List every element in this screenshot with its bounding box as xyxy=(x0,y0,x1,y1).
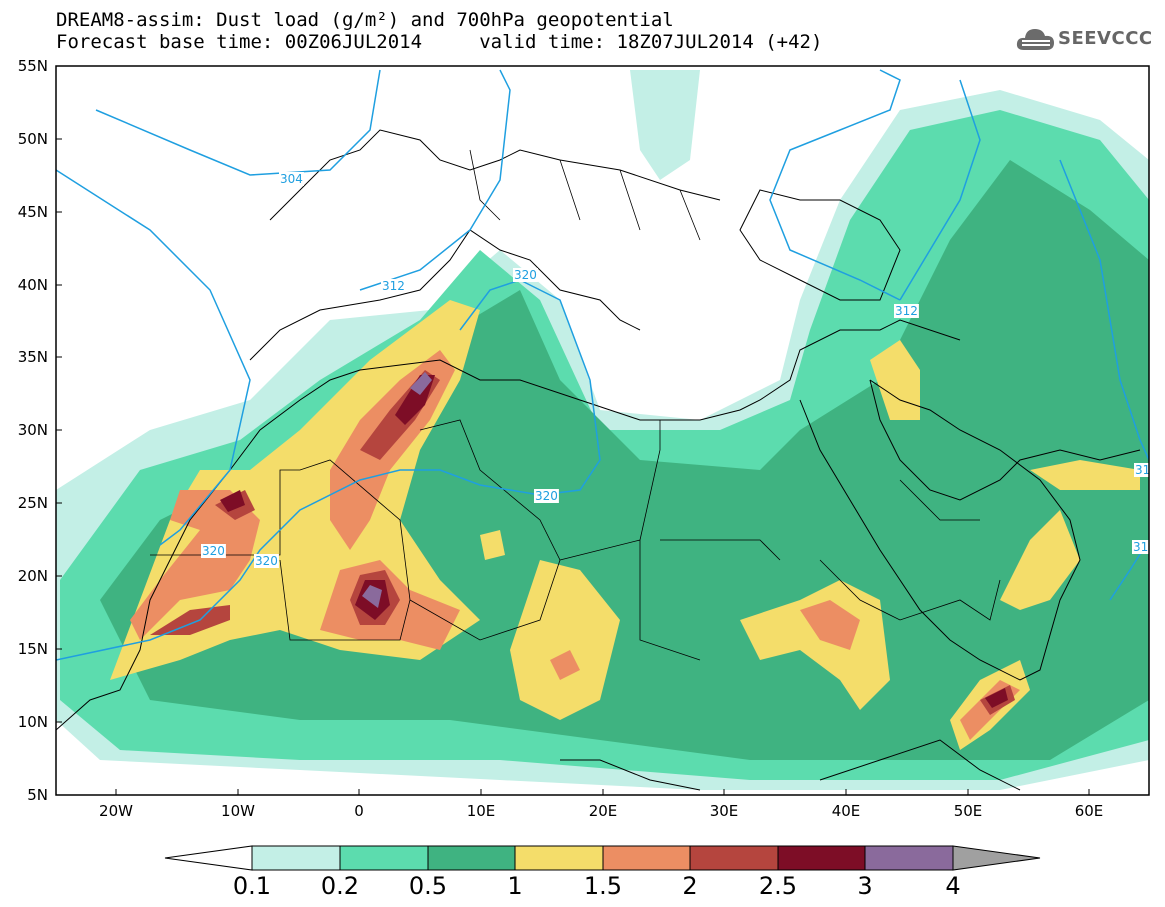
logo-text: SEEVCCC xyxy=(1058,28,1153,49)
colorbar-label: 0.1 xyxy=(232,872,272,900)
colorbar-label: 2.5 xyxy=(758,872,798,900)
contour-label-bg xyxy=(1134,463,1152,477)
colorbar-label: 4 xyxy=(945,872,961,900)
contour-label: 31 xyxy=(1135,463,1150,477)
colorbar-label: 3 xyxy=(857,872,873,900)
colorbar-bin xyxy=(251,845,341,871)
dust-contour-2 xyxy=(150,605,230,635)
colorbar-label: 1 xyxy=(507,872,523,900)
lon-label: 50E xyxy=(953,802,983,820)
contour-label-bg xyxy=(534,489,559,503)
colorbar-label: 2 xyxy=(682,872,698,900)
contour-label-bg xyxy=(201,544,226,558)
colorbar xyxy=(164,845,1041,871)
contour-label-bg xyxy=(279,172,304,186)
colorbar-high-arrow xyxy=(952,845,1041,871)
lat-label: 30N xyxy=(17,421,48,439)
colorbar-low-arrow xyxy=(164,845,253,871)
contour-label-bg xyxy=(254,554,279,568)
contour-labels: 304 312 320 320 320 320 312 31 31 xyxy=(201,172,1152,568)
country-borders xyxy=(150,149,1001,661)
lon-label: 20E xyxy=(588,802,618,820)
dust-contour-1.5 xyxy=(130,490,260,640)
contour-label: 31 xyxy=(1133,540,1148,554)
lon-label: 40E xyxy=(831,802,861,820)
lon-label: 10E xyxy=(466,802,496,820)
lon-label: 30E xyxy=(709,802,739,820)
lat-label: 5N xyxy=(27,786,48,804)
colorbar-label: 0.5 xyxy=(408,872,448,900)
lat-label: 10N xyxy=(17,713,48,731)
dust-field xyxy=(56,66,1149,795)
coastlines xyxy=(56,129,1141,791)
colorbar-bin xyxy=(427,845,516,871)
contour-label-bg xyxy=(381,279,406,293)
seevccc-logo: SEEVCCC xyxy=(1016,24,1156,58)
lat-label: 40N xyxy=(17,276,48,294)
lat-label: 20N xyxy=(17,567,48,585)
lat-label: 50N xyxy=(17,130,48,148)
colorbar-bin xyxy=(339,845,429,871)
lon-label: 10W xyxy=(221,802,255,820)
contour-label: 312 xyxy=(895,304,918,318)
cloud-icon xyxy=(1016,29,1054,50)
lat-label: 35N xyxy=(17,348,48,366)
contour-label: 320 xyxy=(514,268,537,282)
contour-label-bg xyxy=(894,304,919,318)
lon-label: 20W xyxy=(99,802,133,820)
lat-label: 55N xyxy=(17,57,48,75)
lat-label: 25N xyxy=(17,494,48,512)
lon-label: 60E xyxy=(1074,802,1104,820)
colorbar-bin xyxy=(514,845,604,871)
dust-contour-3 xyxy=(410,372,432,395)
colorbar-label: 0.2 xyxy=(320,872,360,900)
lat-label: 45N xyxy=(17,203,48,221)
contour-label: 312 xyxy=(382,279,405,293)
colorbar-bin xyxy=(602,845,691,871)
contour-label-bg xyxy=(513,268,538,282)
forecast-times: Forecast base time: 00Z06JUL2014 valid t… xyxy=(56,31,823,53)
map-title: DREAM8-assim: Dust load (g/m²) and 700hP… xyxy=(56,9,674,31)
lon-label: 0 xyxy=(354,802,364,820)
contour-label: 320 xyxy=(202,544,225,558)
colorbar-label: 1.5 xyxy=(583,872,623,900)
contour-label: 320 xyxy=(255,554,278,568)
colorbar-bin xyxy=(777,845,866,871)
contour-label-bg xyxy=(1132,540,1150,554)
contour-label: 304 xyxy=(280,172,303,186)
lat-label: 15N xyxy=(17,640,48,658)
colorbar-bin xyxy=(689,845,779,871)
axis-ticks xyxy=(56,65,1090,795)
contour-label: 320 xyxy=(535,489,558,503)
colorbar-bin xyxy=(864,845,954,871)
